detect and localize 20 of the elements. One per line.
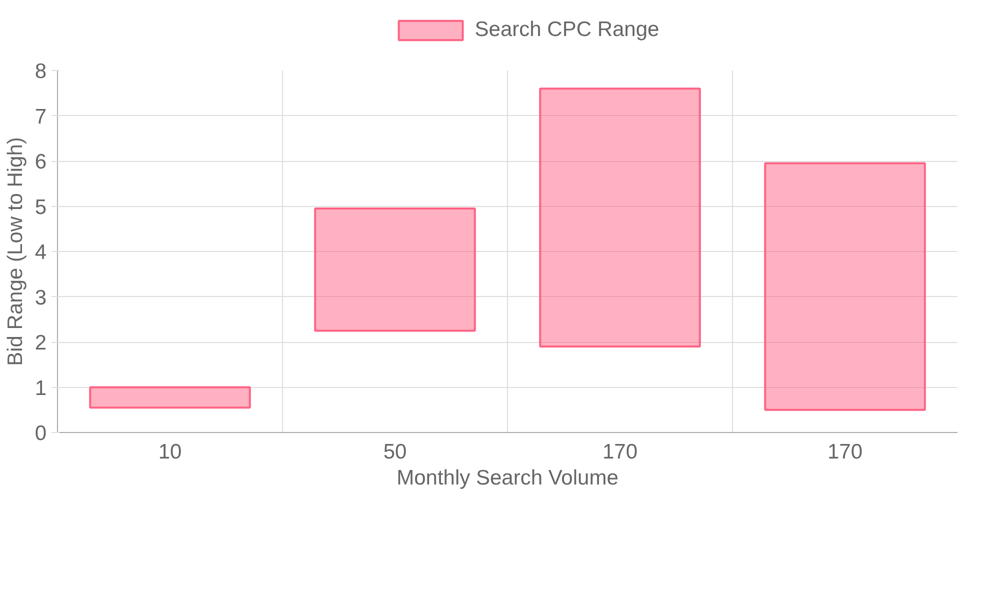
- y-tick-label: 3: [34, 286, 47, 310]
- x-axis-title: Monthly Search Volume: [396, 466, 618, 490]
- y-tick-label: 1: [34, 376, 47, 400]
- x-tick-label: 170: [602, 440, 638, 464]
- x-tick-label: 50: [383, 440, 407, 464]
- bar: [314, 208, 476, 332]
- y-tick-label: 6: [34, 150, 47, 174]
- y-axis-title: Bid Range (Low to High): [4, 137, 27, 366]
- y-tick-label: 5: [34, 196, 47, 219]
- x-tick-label: 10: [158, 440, 182, 464]
- y-tick-label: 7: [34, 105, 47, 128]
- x-tick-label: 170: [827, 440, 863, 464]
- y-tick-label: 4: [34, 241, 47, 264]
- y-tick-label: 0: [34, 422, 47, 445]
- y-tick-label: 2: [34, 332, 47, 354]
- y-tick-label: 8: [34, 60, 47, 83]
- bar: [764, 162, 926, 411]
- legend-label: Search CPC Range: [474, 18, 660, 42]
- bar: [539, 88, 701, 348]
- bar: [89, 386, 251, 409]
